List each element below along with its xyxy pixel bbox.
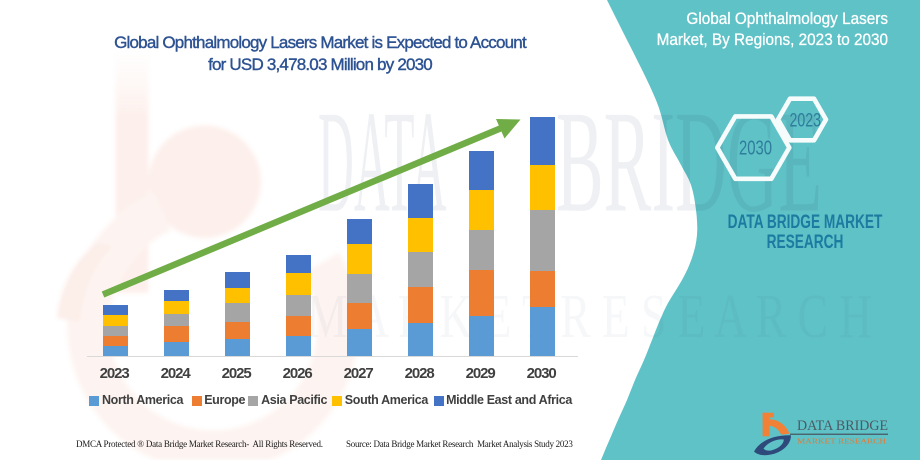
svg-text:DATA BRIDGE: DATA BRIDGE [797,418,888,434]
svg-text:2023: 2023 [790,109,822,131]
svg-text:2030: 2030 [739,138,772,160]
svg-text:MARKET RESEARCH: MARKET RESEARCH [797,436,887,445]
svg-text:M A R K E T R E S E A R C H: M A R K E T R E S E A R C H [307,283,872,351]
svg-text:BRIDGE: BRIDGE [556,81,822,243]
